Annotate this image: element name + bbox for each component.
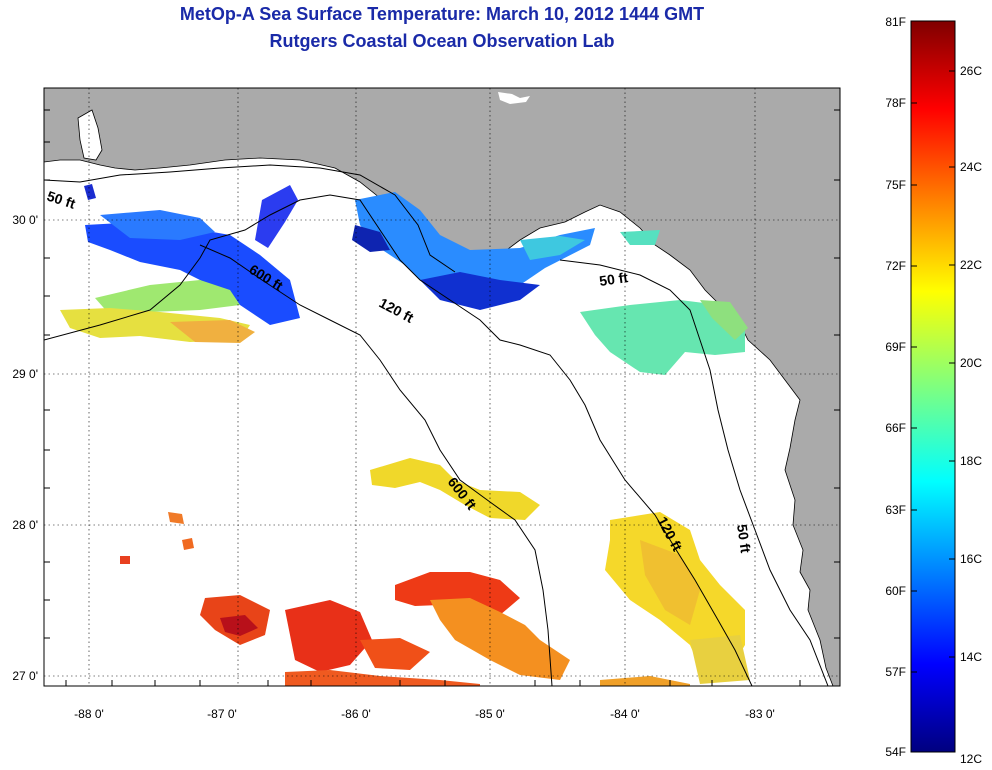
sst-patch [285,670,480,686]
colorbar-ticks [911,70,955,673]
sst-patch [580,300,745,375]
sst-data [60,184,750,686]
sst-patch [95,280,240,315]
contour-120ft [44,194,753,686]
axis-ticks [44,109,840,686]
contour-label: 50 ft [598,269,629,289]
land-mass [44,88,840,686]
colorbar-f-label: 75F [885,178,906,192]
lat-label: 27 0' [12,669,38,683]
sst-patch [170,320,255,343]
map-subtitle: Rutgers Coastal Ocean Observation Lab [269,31,615,51]
sst-patch [84,184,96,200]
sst-patch [352,225,390,252]
sst-patch [430,598,570,680]
sst-patch [285,600,372,672]
sst-patch [220,615,258,636]
colorbar-f-label: 72F [885,259,906,273]
sst-patch [640,540,700,625]
lon-label: -87 0' [207,707,237,721]
colorbar-f-label: 66F [885,421,906,435]
sst-patch [100,210,215,240]
colorbar-f-label: 78F [885,96,906,110]
lat-label: 28 0' [12,518,38,532]
colorbar-f-label: 60F [885,584,906,598]
colorbar-f-label: 69F [885,340,906,354]
colorbar-c-label: 20C [960,356,982,370]
lat-label: 30 0' [12,213,38,227]
graticule [44,88,840,686]
lon-label: -83 0' [745,707,775,721]
colorbar-c-label: 22C [960,258,982,272]
lon-label: -88 0' [74,707,104,721]
sst-patch [255,185,298,248]
contour-50ft-west [44,164,456,273]
sst-patch [120,556,130,564]
contour-600ft [199,244,553,686]
sst-patch [395,572,520,615]
lon-label: -86 0' [341,707,371,721]
colorbar: 81F 78F 75F 72F 69F 66F 63F 60F 57F 54F … [885,15,982,766]
colorbar-c-label: 12C [960,752,982,766]
sst-patch [370,458,540,520]
lake-feature [498,92,530,104]
depth-contours [44,164,829,686]
lon-label: -84 0' [610,707,640,721]
sst-patch [620,230,660,245]
colorbar-c-label: 14C [960,650,982,664]
colorbar-f-label: 63F [885,503,906,517]
colorbar-f-label: 57F [885,665,906,679]
sst-patch [85,222,300,325]
colorbar-c-label: 18C [960,454,982,468]
contour-50ft-east [559,259,829,686]
map-title: MetOp-A Sea Surface Temperature: March 1… [179,4,705,24]
colorbar-f-label: 54F [885,745,906,759]
sst-patch [700,300,748,340]
contour-label: 50 ft [734,523,754,554]
sst-patch [520,236,585,260]
sst-patch [690,635,750,684]
sst-patch [182,538,194,550]
colorbar-gradient [910,20,956,753]
sst-patch [360,638,430,670]
colorbar-c-label: 24C [960,160,982,174]
colorbar-c-label: 26C [960,64,982,78]
sst-patch [168,512,184,524]
sst-patch [355,192,595,295]
map-frame [43,87,841,687]
lon-label: -85 0' [475,707,505,721]
lat-label: 29 0' [12,367,38,381]
sst-patch [600,676,690,686]
colorbar-f-label: 81F [885,15,906,29]
mobile-bay [77,109,103,161]
colorbar-c-label: 16C [960,552,982,566]
